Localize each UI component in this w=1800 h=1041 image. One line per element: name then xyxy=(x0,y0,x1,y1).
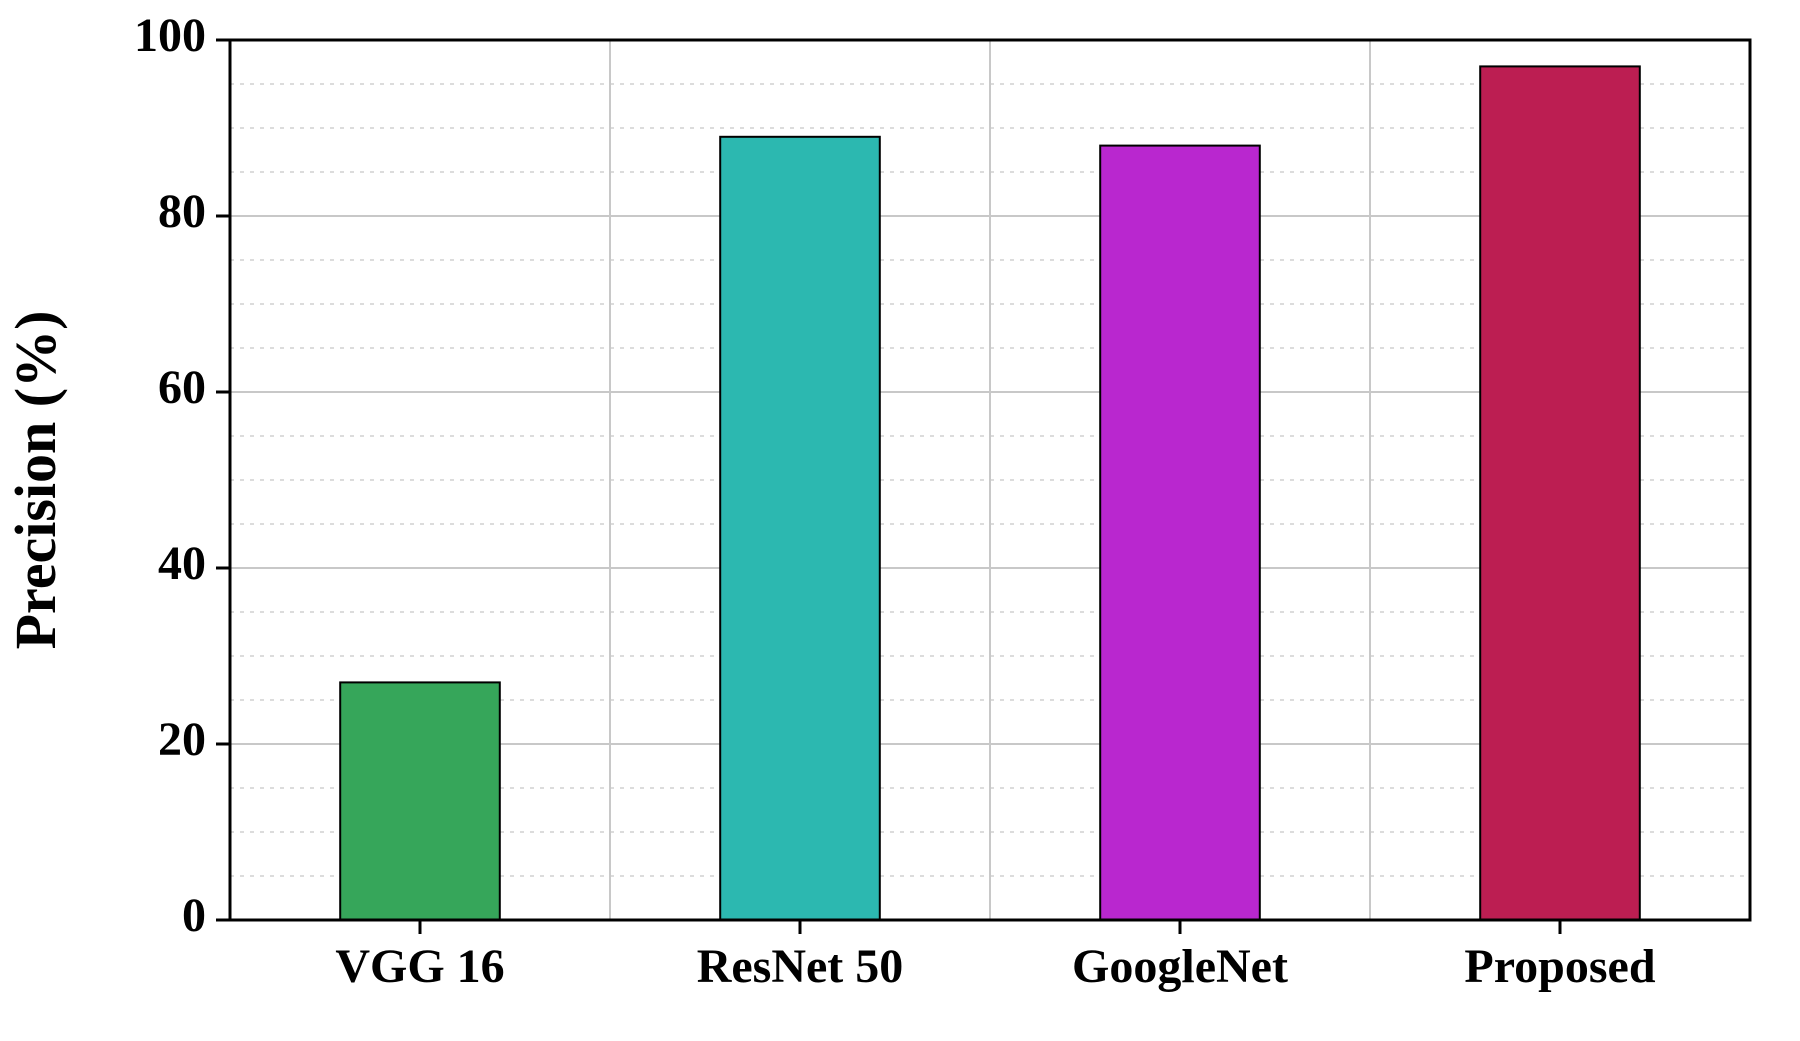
y-tick-label: 80 xyxy=(158,185,206,238)
y-tick-label: 20 xyxy=(158,713,206,766)
y-tick-label: 60 xyxy=(158,361,206,414)
precision-bar-chart: 0 20 40 60 80 100 VGG 16 ResNet 50 GoogleNet Prop… xyxy=(0,0,1800,1041)
y-tick-label: 0 xyxy=(182,889,206,942)
y-tick-label: 100 xyxy=(134,9,206,62)
y-axis-label: Precision (%) xyxy=(3,311,68,650)
bar xyxy=(1480,66,1640,920)
bar xyxy=(720,137,880,920)
bar xyxy=(340,682,500,920)
y-tick-label: 40 xyxy=(158,537,206,590)
x-category-label: VGG 16 xyxy=(335,940,504,993)
x-category-label: ResNet 50 xyxy=(697,940,904,993)
x-category-label: GoogleNet xyxy=(1072,940,1288,993)
bar xyxy=(1100,146,1260,920)
x-category-label: Proposed xyxy=(1464,940,1655,993)
